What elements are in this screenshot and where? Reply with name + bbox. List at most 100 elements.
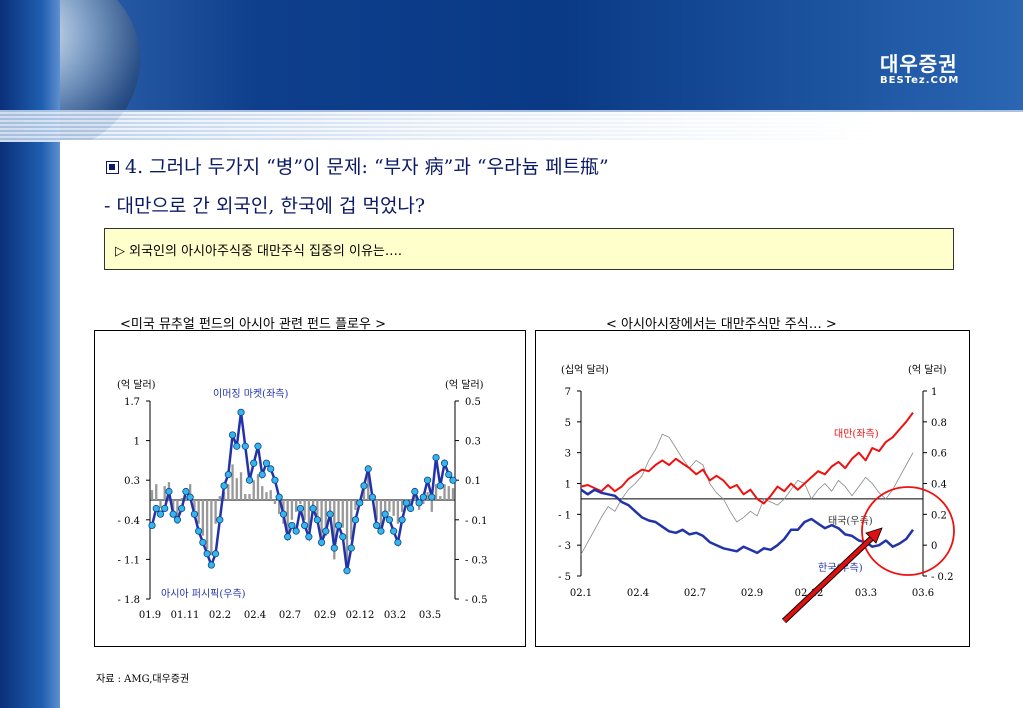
chart1-point bbox=[156, 510, 165, 518]
chart1-bar bbox=[252, 480, 255, 500]
chart1-bar bbox=[210, 500, 213, 556]
chart1-point bbox=[258, 470, 266, 479]
chart1-point bbox=[381, 510, 389, 518]
chart1-right-tick-label: - 0.3 bbox=[465, 555, 487, 566]
chart1-bar bbox=[273, 500, 277, 504]
chart1-point bbox=[271, 476, 279, 484]
chart1-bar bbox=[413, 494, 417, 500]
chart2-x-label: 03.6 bbox=[912, 588, 934, 599]
chart1-bar bbox=[218, 496, 221, 500]
chart1-point bbox=[152, 504, 160, 513]
chart1-bar bbox=[214, 500, 217, 524]
chart1-point bbox=[288, 521, 296, 530]
chart1-point bbox=[216, 516, 224, 524]
highlight-circle bbox=[861, 486, 955, 576]
chart1-bar bbox=[235, 478, 238, 500]
highlight-arrow-head bbox=[865, 527, 883, 544]
chart1-bar bbox=[379, 500, 383, 528]
chart1-point bbox=[211, 550, 220, 558]
chart1-bar bbox=[299, 500, 302, 504]
chart1-bar bbox=[307, 500, 311, 530]
chart1-bar bbox=[239, 472, 243, 500]
chart1-point bbox=[411, 487, 419, 496]
chart1-legend-emerging: 이머징 마켓(좌측) bbox=[213, 388, 288, 400]
chart1-point bbox=[301, 521, 309, 530]
chart1-bar bbox=[248, 494, 251, 500]
chart2-left-unit: (십억 달러) bbox=[561, 364, 609, 376]
chart1-x-label: 01.9 bbox=[139, 610, 161, 621]
chart1-bar bbox=[443, 484, 446, 500]
chart1-bar bbox=[150, 490, 154, 500]
chart1-bar bbox=[451, 488, 455, 500]
chart1-point bbox=[373, 521, 381, 530]
chart1-bar bbox=[222, 492, 226, 500]
chart1-bar bbox=[278, 500, 281, 514]
chart1-point bbox=[173, 516, 182, 524]
chart1-point bbox=[284, 533, 292, 541]
chart1-bar bbox=[303, 500, 306, 520]
chart1-point bbox=[398, 516, 406, 524]
chart1-bar bbox=[227, 484, 230, 500]
chart1-point bbox=[428, 493, 436, 501]
chart1-bar bbox=[350, 500, 353, 540]
chart2-left-tick-label: 7 bbox=[565, 387, 571, 398]
chart1-x-label: 03.5 bbox=[419, 610, 441, 621]
chart1-panel: (억 달러) (억 달러) 1.7 1 0.3 - 0.4 - 1.1 - 1.8 0.5 0.3… bbox=[94, 330, 526, 647]
chart1-bar bbox=[261, 486, 264, 500]
chart1-point bbox=[207, 561, 215, 569]
chart1-bar bbox=[447, 486, 450, 500]
chart1-point bbox=[423, 476, 432, 484]
chart1-point bbox=[347, 544, 355, 552]
logo-korean: 대우증권 bbox=[880, 52, 958, 76]
left-band bbox=[0, 0, 60, 708]
chart1-x-label: 02.2 bbox=[209, 610, 231, 621]
chart1-bar bbox=[290, 500, 294, 520]
chart1-bar bbox=[426, 492, 429, 500]
chart1-bar bbox=[375, 500, 378, 520]
chart1-x-label: 03.2 bbox=[384, 610, 406, 621]
chart1-point bbox=[262, 459, 271, 467]
chart1-bar bbox=[294, 500, 298, 512]
chart2-x-label: 02.7 bbox=[684, 588, 706, 599]
chart1-bar bbox=[400, 500, 404, 512]
chart1-point bbox=[334, 521, 343, 530]
chart1-left-tick-label: 0.3 bbox=[124, 476, 140, 487]
chart1-bar bbox=[341, 500, 344, 528]
chart1-point bbox=[190, 510, 198, 518]
chart1-bar bbox=[430, 500, 433, 512]
chart1-point bbox=[360, 482, 368, 490]
chart2-taiwan-line bbox=[580, 412, 914, 505]
chart2-right-tick-label: 0.4 bbox=[931, 480, 947, 491]
chart1-x-label: 01.11 bbox=[171, 610, 200, 621]
chart1-point bbox=[250, 459, 258, 467]
chart1-point bbox=[267, 465, 275, 473]
chart1-bar bbox=[201, 500, 205, 536]
chart2-right-tick-label: 0 bbox=[931, 541, 937, 552]
chart1-bar bbox=[256, 474, 260, 500]
chart2: (십억 달러) (억 달러) 7 5 3 1 - 1 - 3 - 5 1 0.8 0.6 0.4 0.2 0… bbox=[558, 364, 955, 624]
chart1-bar bbox=[172, 500, 175, 512]
chart1-bar bbox=[184, 496, 188, 500]
chart1-point bbox=[322, 527, 330, 535]
slide-subheading: - 대만으로 간 외국인, 한국에 겁 먹었나? bbox=[104, 195, 426, 217]
chart1-bar bbox=[244, 494, 247, 500]
chart1-point bbox=[351, 516, 360, 524]
chart1-bar bbox=[180, 498, 183, 500]
chart1-point bbox=[330, 544, 338, 552]
chart1-left-tick-label: 1.7 bbox=[124, 397, 140, 408]
chart1-title: <미국 뮤추얼 펀드의 아시아 관련 펀드 플로우 > bbox=[120, 317, 386, 332]
chart2-x-label: 02.1 bbox=[570, 588, 592, 599]
chart1-point bbox=[415, 499, 423, 507]
chart1-right-tick-label: 0.1 bbox=[465, 476, 481, 487]
chart1-bar bbox=[269, 490, 272, 500]
chart1-point bbox=[161, 504, 169, 513]
source-note: 자료 : AMG,대우증권 bbox=[96, 674, 190, 685]
chart1-bar bbox=[316, 500, 319, 520]
chart2-right-tick-label: - 0.2 bbox=[931, 572, 953, 583]
chart2-korea-line bbox=[580, 488, 915, 555]
chart1-bar bbox=[231, 464, 234, 500]
chart1-bar bbox=[311, 500, 315, 508]
chart1-point bbox=[292, 527, 300, 535]
chart1-point bbox=[279, 510, 288, 518]
chart2-left-tick-label: 3 bbox=[565, 449, 571, 460]
